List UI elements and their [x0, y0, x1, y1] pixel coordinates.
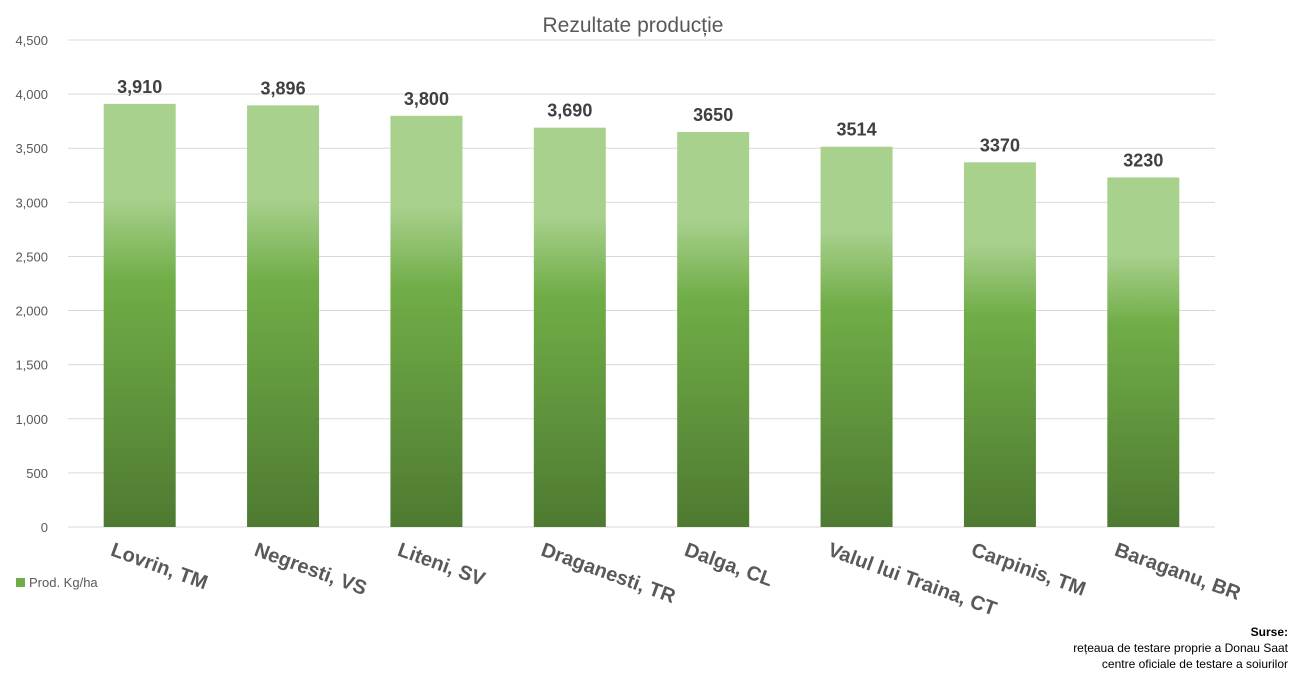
data-label: 3230 — [1123, 150, 1163, 170]
legend-label: Prod. Kg/ha — [29, 575, 98, 590]
y-tick-label: 2,000 — [15, 304, 48, 319]
y-tick-label: 1,500 — [15, 358, 48, 373]
x-tick-label: Negresti, VS — [251, 539, 369, 600]
legend: Prod. Kg/ha — [16, 575, 98, 590]
data-label: 3,910 — [117, 77, 162, 97]
y-tick-label: 2,500 — [15, 249, 48, 264]
data-label: 3,896 — [261, 78, 306, 98]
bar — [1107, 177, 1180, 528]
y-tick-label: 4,500 — [15, 33, 48, 48]
y-tick-label: 1,000 — [15, 412, 48, 427]
data-label: 3650 — [693, 105, 733, 125]
gridlines — [68, 39, 1215, 528]
y-tick-label: 4,000 — [15, 87, 48, 102]
data-label: 3514 — [837, 120, 877, 140]
bar — [247, 105, 320, 528]
sources-line-1: rețeaua de testare proprie a Donau Saat — [1073, 641, 1288, 655]
y-axis: 0 500 1,000 1,500 2,000 2,500 3,000 3,500 4,000 4… — [15, 33, 48, 535]
data-label: 3,690 — [547, 101, 592, 121]
bar — [820, 146, 893, 528]
x-axis: Lovrin, TM Negresti, VS Liteni, SV Draganes… — [108, 539, 1244, 620]
data-label: 3,800 — [404, 89, 449, 109]
y-tick-label: 3,500 — [15, 141, 48, 156]
sources-header: Surse: — [1250, 625, 1288, 639]
data-labels: 3,910 3,896 3,800 3,690 3650 3514 3370 3230 — [117, 77, 1163, 171]
bar — [677, 131, 750, 527]
y-tick-label: 0 — [41, 520, 48, 535]
y-tick-label: 3,000 — [15, 195, 48, 210]
data-label: 3370 — [980, 135, 1020, 155]
y-tick-label: 500 — [26, 466, 48, 481]
x-tick-label: Dalga, CL — [681, 539, 775, 591]
x-tick-label: Carpinis, TM — [968, 539, 1088, 601]
x-tick-label: Lovrin, TM — [108, 539, 211, 594]
bars — [103, 103, 1180, 528]
chart-title: Rezultate producție — [543, 14, 724, 37]
x-tick-label: Baraganu, BR — [1112, 539, 1244, 605]
sources-note: Surse: rețeaua de testare proprie a Dona… — [1073, 624, 1288, 672]
x-tick-label: Draganesti, TR — [538, 539, 679, 608]
bar — [103, 103, 176, 528]
bar — [533, 127, 606, 527]
sources-line-2: centre oficiale de testare a soiurilor — [1101, 657, 1288, 671]
x-tick-label: Liteni, SV — [395, 539, 489, 591]
bar — [963, 162, 1036, 527]
bar — [390, 115, 463, 527]
legend-swatch — [16, 578, 25, 587]
